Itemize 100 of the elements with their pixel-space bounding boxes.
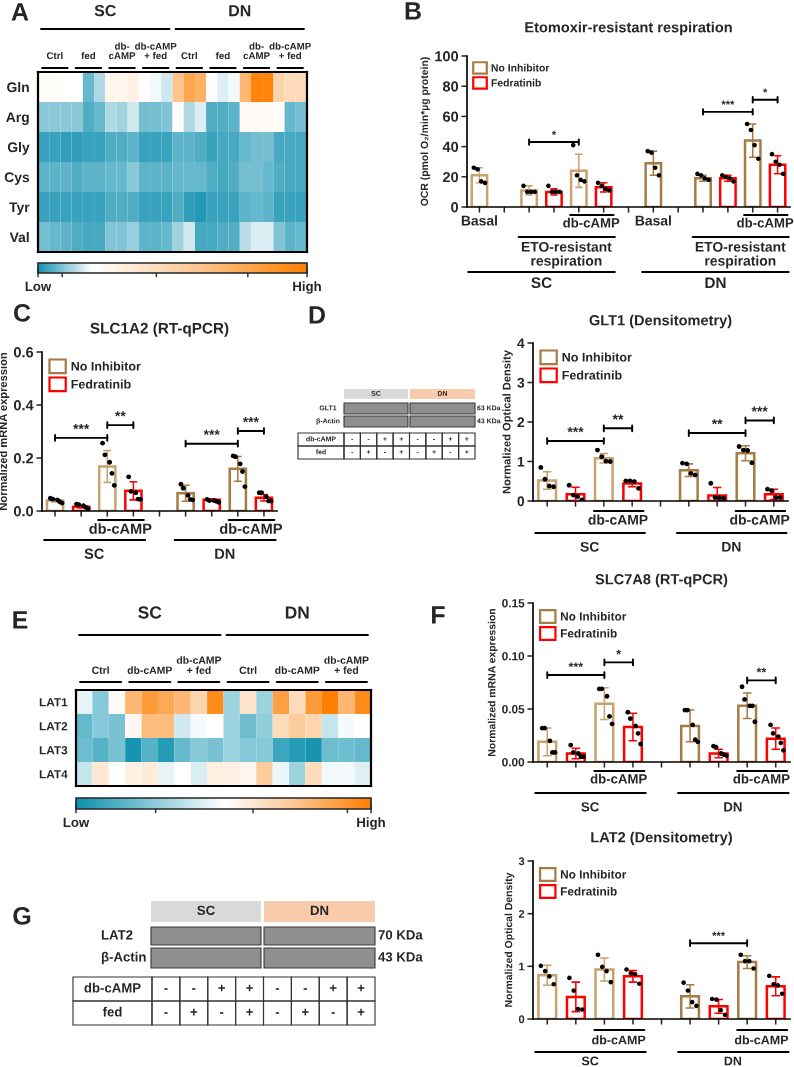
x-tick-label: Basal (635, 215, 671, 226)
text: - (192, 988, 196, 990)
text: db-cAMP (734, 1035, 789, 1045)
y-tick-label: 0.6 (13, 347, 34, 358)
annotation: *** (751, 406, 768, 412)
color-bar-label: Low (25, 281, 52, 292)
text: db-cAMP (563, 217, 620, 228)
legend-label: No Inhibitor (71, 361, 141, 371)
annotation: *** (567, 427, 584, 433)
text: db-cAMP (592, 1035, 646, 1045)
annotation: *** (242, 417, 259, 423)
y-tick-label: 2 (518, 909, 525, 918)
y-tick-label: 80 (442, 81, 459, 92)
chart-title: SLC1A2 (RT-qPCR) (90, 322, 229, 337)
y-tick-label: 0.00 (502, 758, 525, 767)
text: db- cAMP (108, 42, 136, 60)
legend-label: No Inhibitor (562, 352, 632, 362)
text: fed (102, 1006, 122, 1017)
text: SC (94, 4, 116, 17)
text: - (275, 1012, 280, 1014)
text: db-cAMP (84, 982, 141, 993)
text: db-cAMP (733, 773, 790, 784)
text: SC (531, 277, 552, 289)
text: 43 KDa (378, 952, 423, 962)
text: db-cAMP + fed (269, 42, 311, 60)
text: + (302, 1008, 309, 1016)
text: DN (310, 905, 329, 915)
y-tick-label: 0.15 (502, 599, 525, 608)
y-axis-title: Normalized Optical Density (504, 872, 515, 1007)
text: β-Actin (101, 951, 146, 965)
text: - (164, 988, 168, 990)
y-tick-label: 2 (517, 417, 525, 428)
text: + (218, 984, 225, 992)
text: db-cAMP (737, 217, 794, 228)
text: db-cAMP + fed (176, 656, 222, 674)
legend-label: Fedratinib (562, 370, 622, 380)
text: Ctrl (92, 666, 109, 674)
text: SC (580, 541, 599, 552)
legend-label: Fedratinib (560, 628, 617, 638)
y-tick-label: 40 (442, 141, 459, 153)
text: + (357, 984, 365, 992)
text: ETO-resistant respiration (695, 241, 786, 269)
y-tick-label: Arg (6, 112, 29, 125)
annotation: *** (712, 931, 726, 936)
text: DN (705, 277, 726, 288)
annotation: ** (612, 414, 624, 420)
text: + (246, 1008, 253, 1016)
text: + (246, 984, 253, 992)
y-axis-title: Normalized Optical Density (502, 350, 513, 494)
y-tick-label: 60 (442, 111, 459, 122)
text: 70 KDa (378, 930, 423, 940)
legend-label: No Inhibitor (491, 63, 550, 72)
text: G (13, 907, 31, 925)
color-bar-label: High (293, 281, 321, 294)
chart-title: GLT1 (Densitometry) (589, 314, 732, 329)
text: DN (285, 606, 309, 619)
text: F (432, 606, 445, 624)
y-tick-label: 1 (517, 456, 525, 467)
text: db-cAMP (588, 514, 648, 525)
text: db-cAMP (89, 523, 152, 534)
text: db-cAMP (730, 514, 790, 525)
text: E (13, 611, 28, 629)
legend-label: No Inhibitor (560, 611, 627, 621)
y-tick-label: 0.4 (13, 400, 34, 411)
annotation: * (616, 649, 622, 655)
text: ETO-resistant respiration (521, 241, 612, 269)
text: B (405, 2, 421, 20)
text: db-cAMP + fed (135, 42, 177, 60)
y-tick-label: LAT1 (39, 698, 68, 707)
y-tick-label: Gly (7, 141, 30, 155)
text: Ctrl (239, 666, 257, 674)
text: - (331, 1012, 335, 1014)
text: SC (84, 548, 104, 559)
text: db-cAMP (275, 666, 320, 674)
y-axis-title: Normalized mRNA expression (487, 608, 498, 756)
annotation: *** (568, 662, 584, 668)
chart-title: SLC7A8 (RT-qPCR) (595, 573, 728, 588)
text: SC (581, 1056, 599, 1066)
text: SC (197, 905, 215, 916)
annotation: ** (711, 419, 723, 425)
y-tick-label: LAT3 (39, 746, 68, 755)
annotation: ** (756, 667, 767, 673)
annotation: *** (73, 423, 90, 430)
annotation: *** (203, 429, 220, 435)
text: fed (215, 51, 230, 60)
text: SC (138, 606, 162, 619)
annotation: * (763, 88, 768, 93)
y-tick-label: Gln (7, 81, 29, 93)
y-tick-label: 4 (517, 338, 525, 349)
y-tick-label: Val (9, 231, 29, 243)
annotation: *** (721, 100, 735, 105)
y-tick-label: 0 (451, 202, 459, 213)
chart-title: Etomoxir-resistant respiration (525, 21, 732, 36)
text: DN (724, 802, 742, 812)
y-tick-label: LAT4 (39, 770, 68, 779)
legend-label: Fedratinib (560, 886, 617, 896)
text: db-cAMP + fed (324, 656, 369, 674)
text: - (164, 1012, 168, 1014)
text: DN (724, 1056, 742, 1066)
text: + (329, 984, 337, 992)
